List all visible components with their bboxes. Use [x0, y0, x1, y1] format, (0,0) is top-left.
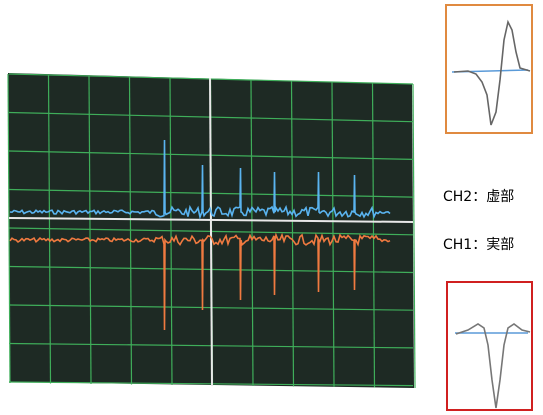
page: CH2：虚部 CH1：実部 (() => { const data = JSON… — [0, 0, 543, 415]
ch1-label: CH1：実部 — [443, 237, 514, 253]
ch1-inset — [447, 282, 532, 410]
ch2-label: CH2：虚部 — [443, 189, 514, 205]
figure: CH2：虚部 CH1：実部 — [0, 0, 543, 415]
